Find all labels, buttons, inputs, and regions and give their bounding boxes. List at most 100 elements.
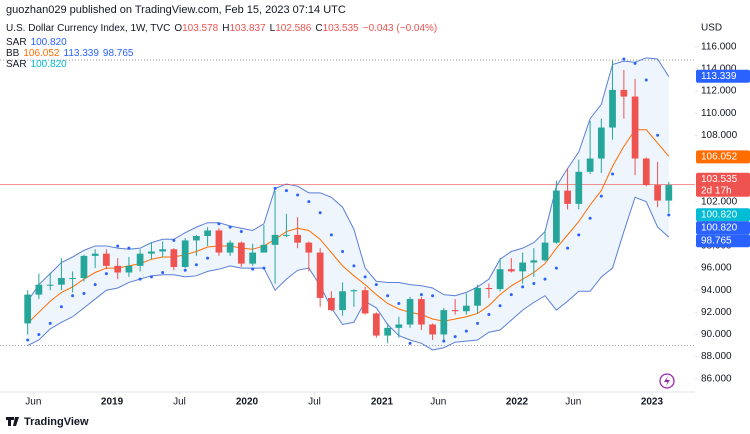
sar-dot (566, 246, 570, 250)
candle-body (597, 127, 605, 159)
sar-dot (183, 268, 187, 272)
sar-dot (217, 222, 221, 226)
sar-dot (26, 338, 30, 342)
sar-dot (318, 211, 322, 215)
candle-body (372, 313, 380, 336)
sar-dot (82, 292, 86, 296)
price-tag-label: 98.765 (701, 235, 732, 246)
ohlc-label: H (222, 23, 229, 34)
sar-dot (386, 294, 390, 298)
y-tick-label: 108.000 (701, 130, 738, 141)
indicator-name: SAR (6, 37, 27, 48)
sar-dot (116, 244, 120, 248)
y-tick-label: 96.000 (701, 263, 732, 274)
sar-dot (521, 285, 525, 289)
bb-middle (27, 129, 670, 324)
candle-body (316, 252, 324, 298)
sar-dot (59, 305, 63, 309)
candle-body (384, 327, 392, 336)
sar-dot (228, 225, 232, 229)
y-tick-label: 88.000 (701, 351, 732, 362)
candle-body (181, 240, 189, 267)
sar-dot (442, 339, 446, 343)
candle-body (193, 235, 200, 241)
candle-body (271, 234, 279, 245)
candle-body (125, 265, 133, 273)
indicator-name: BB (6, 48, 20, 59)
sar-dot (48, 321, 52, 325)
sar-dot (206, 256, 210, 260)
candle-body (294, 234, 301, 243)
candle-body (91, 253, 99, 256)
sar-dot (622, 57, 626, 61)
sar-dot (251, 267, 255, 271)
price-tag-label: 100.820 (701, 209, 738, 220)
candle-body (215, 230, 223, 253)
ohlc-value: 102.586 (275, 23, 312, 34)
candle-body (564, 190, 571, 204)
y-tick-label: 112.000 (701, 86, 737, 97)
candle-body (553, 190, 560, 243)
sar-dot (419, 293, 423, 297)
x-tick-label: 2020 (236, 397, 259, 408)
candle-body (283, 234, 290, 236)
price-tag (696, 208, 750, 222)
ohlc-value: 103.837 (229, 23, 266, 34)
indicator-value: 100.820 (31, 37, 68, 48)
candle-body (260, 244, 268, 253)
sar-dot (239, 230, 243, 234)
sar-dot (611, 172, 615, 176)
candle-body (406, 299, 414, 325)
candle-body (350, 290, 358, 292)
x-tick-label: 2023 (641, 397, 664, 408)
sar-dot (464, 329, 468, 333)
indicator-value: 106.052 (23, 48, 60, 59)
candle-body (148, 251, 155, 254)
logo-mark (6, 417, 19, 426)
candle-body (339, 291, 346, 311)
ohlc-label: O (174, 23, 182, 34)
candle-body (665, 185, 673, 201)
sar-dot (329, 233, 333, 237)
candle-body (418, 299, 425, 325)
sar-dot (667, 213, 671, 217)
candle-body (249, 252, 257, 264)
price-tag (696, 234, 750, 248)
sar-dot (172, 238, 176, 242)
y-unit: USD (701, 23, 722, 34)
indicator-legend: SAR 100.820 (6, 37, 67, 48)
y-tick-label: 90.000 (701, 329, 732, 340)
sar-dot (577, 233, 581, 237)
sar-dot (352, 264, 356, 268)
sar-dot (161, 270, 165, 274)
sar-dot (284, 189, 288, 193)
candle-body (103, 253, 110, 266)
y-tick-label: 92.000 (701, 307, 732, 318)
x-tick-label: Jul (308, 397, 321, 408)
sar-dot (307, 200, 311, 204)
price-tag-label: 106.052 (701, 151, 738, 162)
indicator-legend: SAR 100.820 (6, 59, 67, 70)
sar-dot (374, 283, 378, 287)
price-tag-label: 100.820 (701, 222, 738, 233)
candle-body (620, 89, 628, 97)
sar-dot (476, 321, 480, 325)
alert-icon[interactable] (659, 373, 675, 389)
indicator-value: 113.339 (64, 48, 100, 59)
candle-body (507, 269, 515, 272)
candle-body (496, 269, 504, 290)
price-tag-countdown: 2d 17h (701, 185, 732, 196)
sar-dot (532, 282, 536, 286)
candle-body (451, 310, 459, 312)
candle-body (226, 242, 234, 253)
x-tick-label: Jun (25, 397, 41, 408)
sar-dot (453, 335, 457, 339)
candle-body (46, 284, 54, 286)
candle-body (519, 262, 526, 272)
candle-body (440, 310, 448, 335)
sar-dot (127, 246, 131, 250)
candle-body (586, 158, 594, 172)
chart-title: U.S. Dollar Currency Index, 1W, TVC (6, 23, 170, 34)
candle-body (35, 284, 43, 295)
